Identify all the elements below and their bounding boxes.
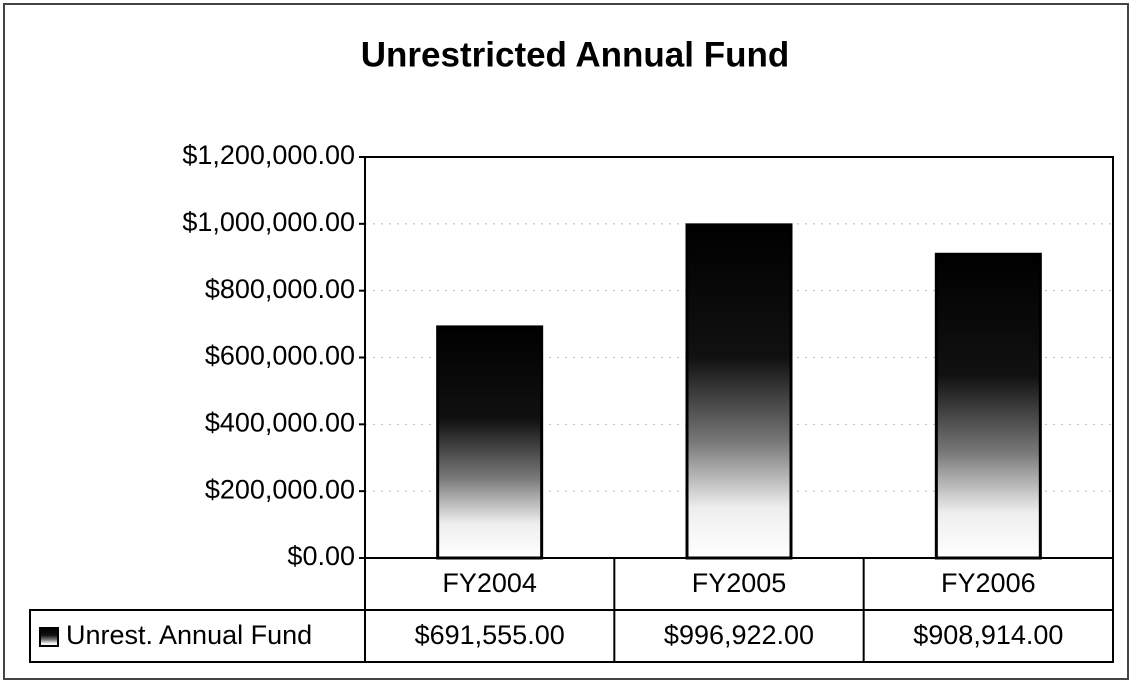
y-tick-label: $400,000.00: [205, 407, 355, 437]
legend-label: Unrest. Annual Fund: [66, 620, 312, 650]
chart-title: Unrestricted Annual Fund: [361, 35, 789, 74]
x-tick-label: FY2005: [692, 568, 787, 598]
y-tick-label: $200,000.00: [205, 474, 355, 504]
y-tick-label: $800,000.00: [205, 274, 355, 304]
y-tick-label: $1,200,000.00: [182, 140, 355, 170]
bars: [436, 223, 1042, 560]
legend-key: [39, 627, 59, 647]
data-table-value: $996,922.00: [664, 620, 814, 650]
data-table-value: $691,555.00: [415, 620, 565, 650]
y-tick-label: $1,000,000.00: [182, 207, 355, 237]
x-tick-label: FY2004: [442, 568, 537, 598]
data-table-value: $908,914.00: [913, 620, 1063, 650]
bar: [934, 252, 1042, 560]
y-tick-label: $0.00: [287, 541, 355, 571]
x-tick-label: FY2006: [941, 568, 1036, 598]
y-tick-label: $600,000.00: [205, 341, 355, 371]
data-table: Unrest. Annual Fund $691,555.00 $996,922.0…: [29, 557, 1114, 663]
bar: [685, 223, 793, 560]
bar: [436, 325, 544, 560]
table-legend-cell: [29, 609, 366, 663]
